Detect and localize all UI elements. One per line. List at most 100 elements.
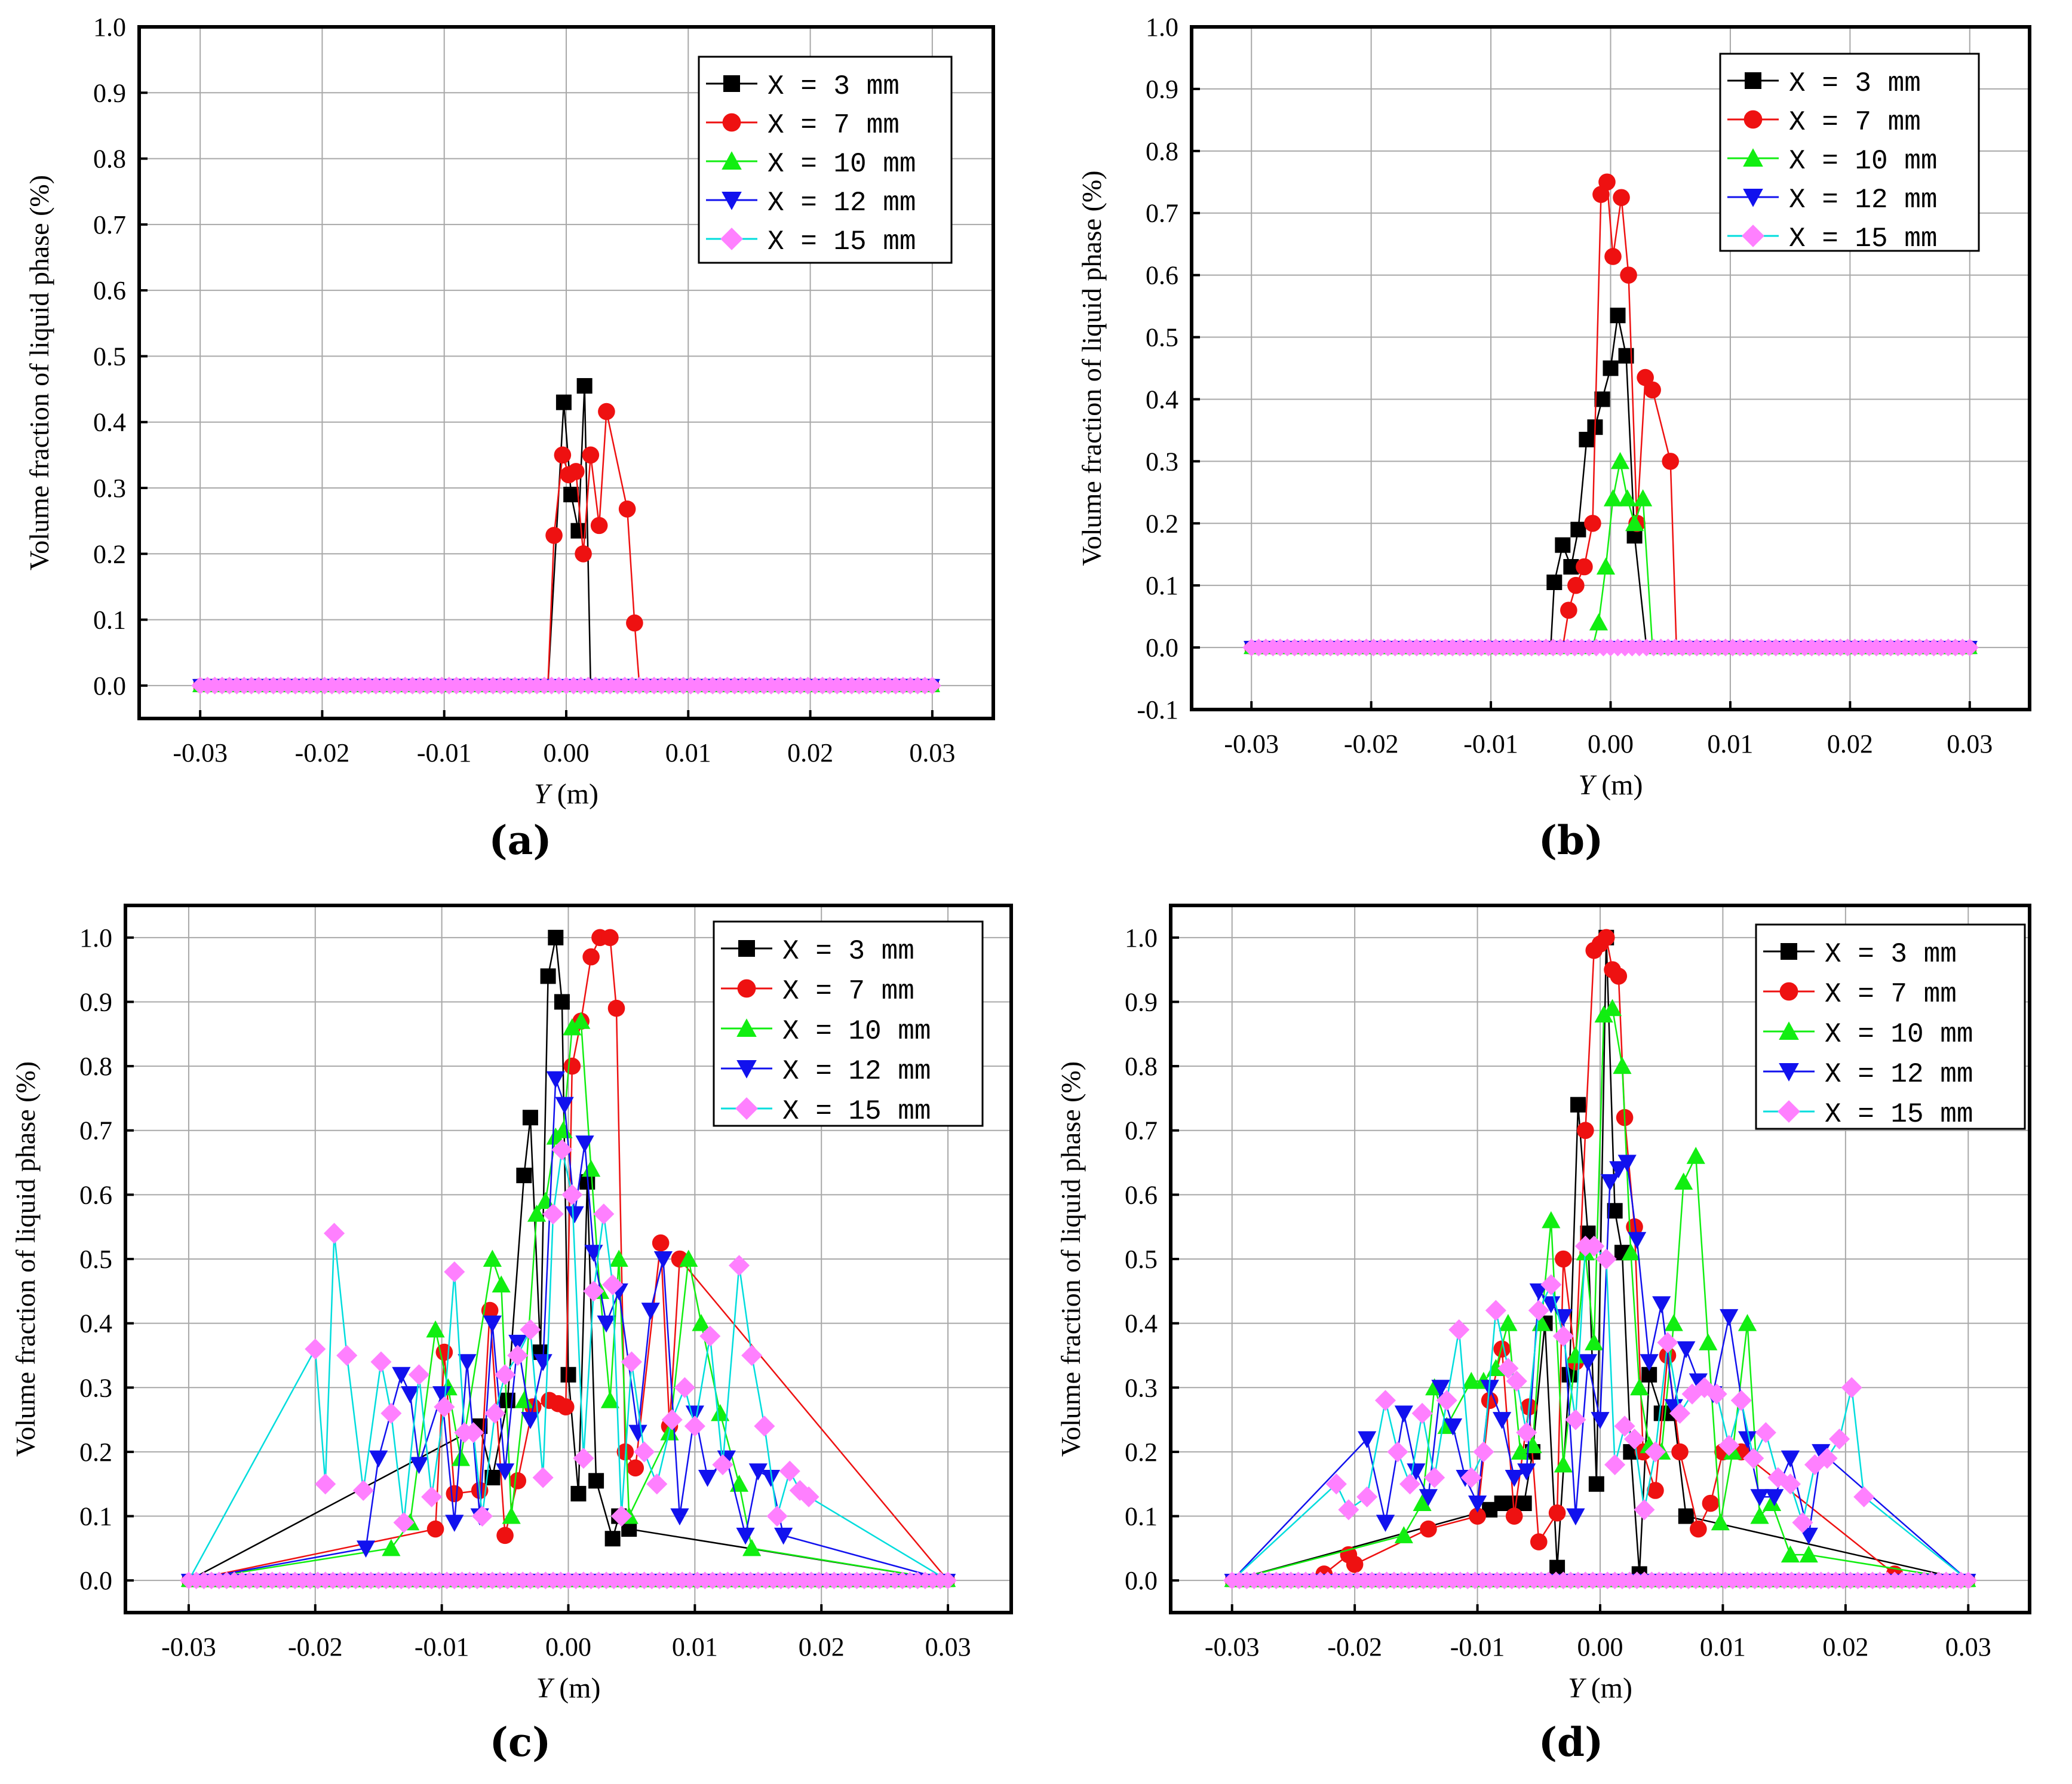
y-axis-title: Volume fraction of liquid phase (%) <box>1076 170 1107 566</box>
x-tick-label: 0.03 <box>1947 729 1993 759</box>
legend-label: X = 15 mm <box>768 226 916 257</box>
data-point <box>1346 1555 1364 1573</box>
data-point <box>1664 1314 1683 1331</box>
data-point <box>563 1057 581 1075</box>
data-point <box>1644 1441 1666 1463</box>
data-point <box>1505 1469 1524 1487</box>
data-point <box>1431 1380 1450 1397</box>
y-tick-label: 1.0 <box>1125 923 1158 953</box>
legend-label: X = 3 mm <box>1825 939 1957 970</box>
y-tick-label: 0.0 <box>1125 1566 1158 1595</box>
series-line <box>1231 1161 1969 1582</box>
data-point <box>458 1354 477 1371</box>
data-point <box>575 1135 594 1153</box>
data-point <box>1552 1325 1574 1347</box>
data-point <box>495 1364 516 1386</box>
data-point <box>1623 1428 1646 1450</box>
x-axis-title-unit: (m) <box>550 778 598 810</box>
data-point <box>516 1168 532 1184</box>
plot-area <box>191 378 941 695</box>
data-point <box>1566 1508 1585 1526</box>
data-point <box>540 968 556 984</box>
data-point <box>382 1539 401 1556</box>
data-point <box>1511 1442 1530 1460</box>
y-tick-label: 0.1 <box>1146 571 1178 600</box>
data-point <box>582 446 600 464</box>
data-point <box>521 1412 540 1429</box>
data-point <box>392 1367 411 1384</box>
data-point <box>779 1460 800 1482</box>
legend-marker <box>736 1018 757 1037</box>
legend-box <box>1755 923 2026 1130</box>
data-point <box>1617 1154 1637 1172</box>
data-point <box>563 1018 582 1036</box>
data-point <box>409 1457 429 1475</box>
y-tick-label: 0.2 <box>1125 1438 1158 1467</box>
data-point <box>761 1469 781 1487</box>
data-point <box>1530 1533 1548 1550</box>
x-axis-title: Y (m) <box>1568 1672 1632 1704</box>
y-axis-title: Volume fraction of liquid phase (%) <box>10 1061 41 1457</box>
baseline-marker <box>939 1571 957 1590</box>
x-axis-title-unit: (m) <box>552 1672 600 1704</box>
data-point <box>1424 1467 1445 1488</box>
data-point <box>1517 1463 1536 1481</box>
x-tick-label: -0.03 <box>173 738 228 767</box>
data-point <box>401 1386 420 1404</box>
data-point <box>1603 360 1619 376</box>
data-point <box>1589 613 1609 631</box>
data-point <box>1358 1431 1377 1448</box>
legend-box <box>698 56 953 264</box>
data-point <box>1652 1296 1671 1313</box>
data-point <box>1443 1418 1463 1436</box>
data-point <box>576 378 593 394</box>
data-point <box>1497 1358 1519 1379</box>
y-tick-label: 0.8 <box>79 1052 112 1081</box>
data-point <box>1594 1005 1613 1023</box>
x-tick-label: 0.02 <box>1827 729 1873 759</box>
data-point <box>1620 266 1637 284</box>
y-tick-label: 0.7 <box>79 1116 112 1146</box>
data-point <box>1792 1512 1813 1533</box>
y-tick-label: 0.2 <box>1146 509 1178 538</box>
x-tick-label: -0.01 <box>415 1632 469 1662</box>
data-point <box>661 1409 683 1430</box>
legend-marker <box>1743 189 1763 207</box>
legend: X = 3 mm X = 7 mm X = 10 mm X = 12 mm X = 15… <box>713 920 984 1127</box>
series-line <box>200 411 932 687</box>
data-point <box>1356 1486 1378 1507</box>
data-point <box>1565 1409 1586 1430</box>
y-tick-label: 0.0 <box>93 671 126 701</box>
x-tick-label: 0.00 <box>1577 1632 1623 1662</box>
legend-label: X = 7 mm <box>1825 979 1957 1010</box>
data-point <box>520 1319 541 1340</box>
data-point <box>766 1505 788 1527</box>
data-point <box>742 1539 762 1556</box>
data-point <box>496 1527 514 1545</box>
data-point <box>1469 1507 1486 1525</box>
data-point <box>600 1391 620 1408</box>
data-point <box>1610 968 1628 985</box>
plot-area <box>1242 173 1979 656</box>
x-tick-label: -0.01 <box>1463 729 1518 759</box>
data-point <box>1738 1314 1757 1331</box>
data-point <box>554 994 570 1010</box>
x-axis-title: Y (m) <box>536 1672 600 1704</box>
data-point <box>421 1486 443 1507</box>
data-point <box>380 1402 402 1424</box>
data-point <box>1604 248 1622 265</box>
y-tick-label: 0.5 <box>1146 323 1178 352</box>
data-point <box>369 1450 388 1468</box>
data-point <box>1588 1476 1604 1492</box>
legend-marker <box>1779 1021 1799 1040</box>
legend-marker <box>1743 110 1763 129</box>
data-point <box>1738 1431 1757 1448</box>
legend-marker <box>737 979 756 998</box>
legend-marker <box>736 1060 757 1079</box>
data-point <box>352 1479 374 1501</box>
x-tick-label: 0.01 <box>1700 1632 1746 1662</box>
data-point <box>1750 1489 1769 1506</box>
y-axis-title: Volume fraction of liquid phase (%) <box>24 175 54 570</box>
data-point <box>548 929 564 945</box>
data-point <box>1681 1383 1703 1405</box>
